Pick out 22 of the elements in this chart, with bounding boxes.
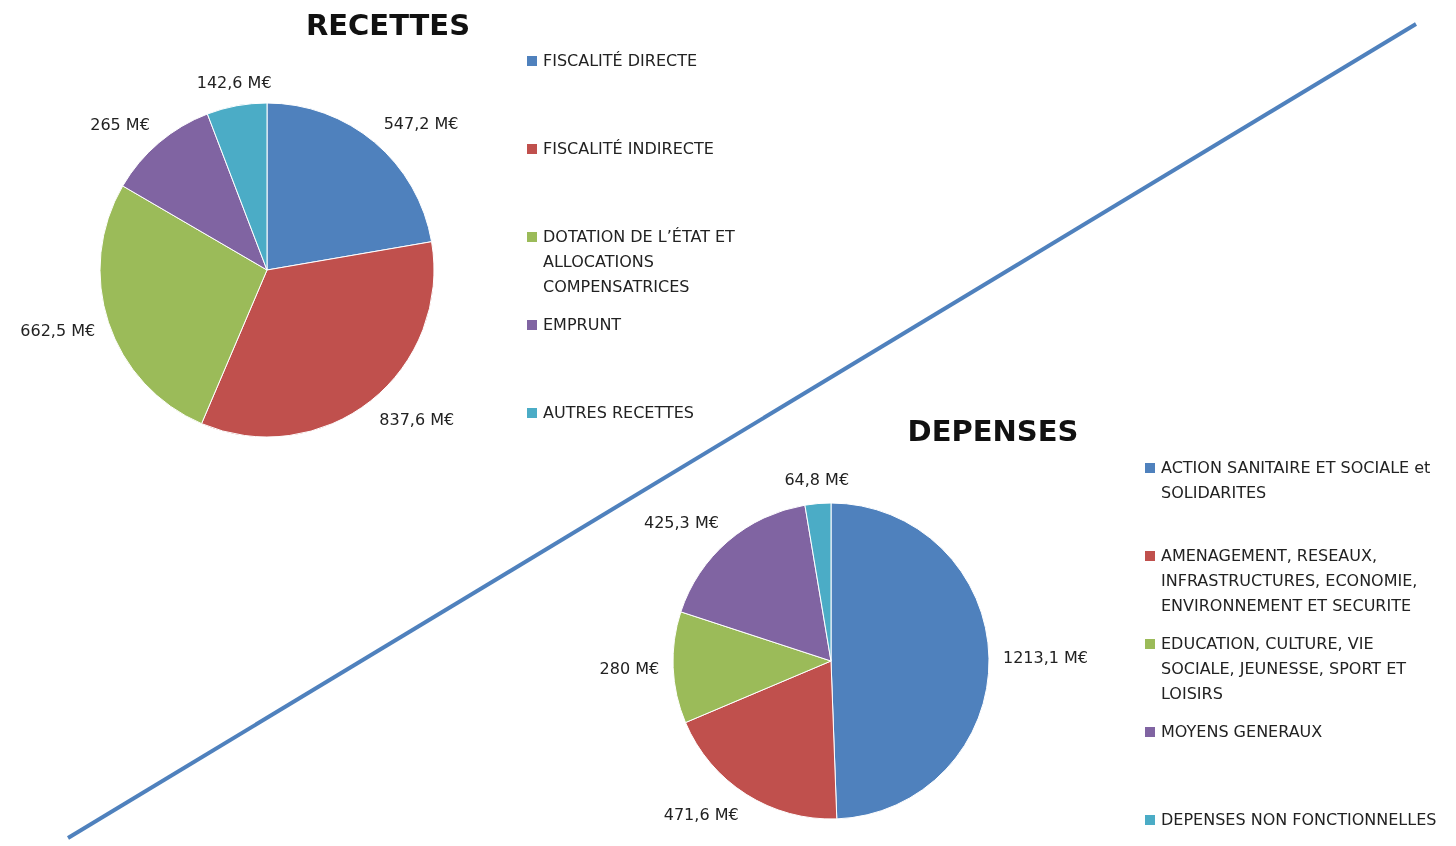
legend-label: AUTRES RECETTES bbox=[543, 402, 694, 424]
legend-label: MOYENS GENERAUX bbox=[1161, 721, 1323, 743]
legend-label: DEPENSES NON FONCTIONNELLES bbox=[1161, 809, 1437, 831]
data-label: 1213,1 M€ bbox=[1002, 648, 1089, 668]
legend-label: ACTION SANITAIRE ET SOCIALE et SOLIDARITES bbox=[1161, 457, 1432, 504]
data-label: 837,6 M€ bbox=[379, 410, 455, 430]
data-label: 547,2 M€ bbox=[383, 114, 459, 134]
chart-title: RECETTES bbox=[304, 8, 472, 42]
data-label: 425,3 M€ bbox=[643, 513, 719, 533]
data-label: 265 M€ bbox=[90, 114, 150, 134]
data-label: 280 M€ bbox=[599, 659, 660, 679]
data-label: 662,5 M€ bbox=[20, 320, 96, 340]
legend-label: DOTATION DE L’ÉTAT ET ALLOCATIONS COMPENSATRICES bbox=[543, 226, 736, 298]
data-label: 471,6 M€ bbox=[663, 805, 739, 825]
legend-label: AMENAGEMENT, RESEAUX, INFRASTRUCTURES, ECONOMIE, ENVIRONNEMENT ET SECURITE bbox=[1161, 545, 1419, 617]
data-label: 64,8 M€ bbox=[784, 470, 850, 490]
legend-label: EMPRUNT bbox=[543, 314, 622, 336]
data-label: 142,6 M€ bbox=[196, 72, 272, 92]
legend-label: FISCALITÉ INDIRECTE bbox=[543, 138, 714, 160]
chart-title: DEPENSES bbox=[906, 414, 1080, 448]
legend-label: EDUCATION, CULTURE, VIE SOCIALE, JEUNESSE, SPORT ET LOISIRS bbox=[1161, 633, 1408, 705]
legend-label: FISCALITÉ DIRECTE bbox=[543, 50, 698, 72]
